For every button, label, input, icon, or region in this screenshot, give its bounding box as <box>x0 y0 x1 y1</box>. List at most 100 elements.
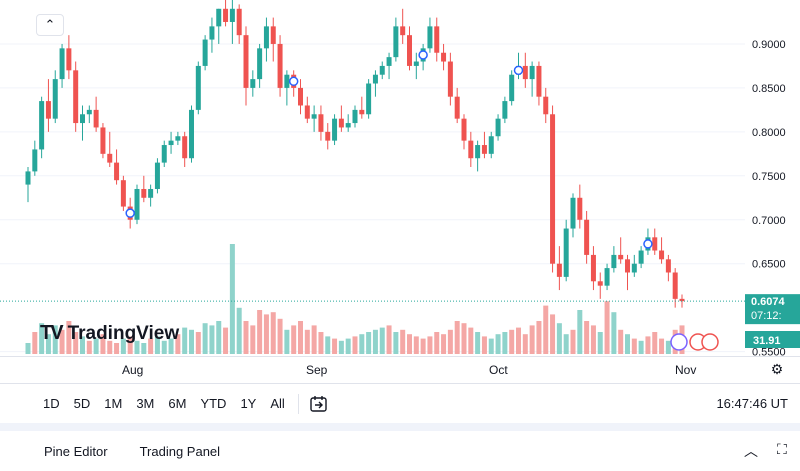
maximize-icon[interactable]: ⛶ <box>777 441 787 457</box>
volume-bar <box>32 332 38 354</box>
candle-body <box>563 228 569 277</box>
candle-body <box>359 109 365 115</box>
candle-body <box>114 162 120 181</box>
range-3m[interactable]: 3M <box>136 396 155 411</box>
clock-readout[interactable]: 16:47:46 UT <box>716 396 788 411</box>
volume-bar <box>175 334 181 354</box>
volume-bar <box>304 329 310 354</box>
volume-bar <box>447 329 453 354</box>
volume-bar <box>168 338 174 354</box>
price-chart[interactable]: 0.9000 0.8500 0.8000 0.7500 0.7000 0.6500 0.55… <box>0 0 800 356</box>
time-axis[interactable]: Aug Sep Oct Nov ⚙ <box>0 356 800 382</box>
tab-trading-panel[interactable]: Trading Panel <box>139 443 221 459</box>
chevron-up-icon[interactable]: ︿ <box>744 443 758 459</box>
volume-bar <box>161 340 167 354</box>
candle-body <box>263 26 269 49</box>
y-tick-label: 0.8000 <box>752 127 786 139</box>
candle-body <box>556 263 562 277</box>
volume-bar <box>590 325 596 354</box>
volume-bar <box>509 329 515 354</box>
candle-body <box>345 123 351 128</box>
volume-bar <box>577 310 583 354</box>
volume-bar <box>372 329 378 354</box>
volume-bar <box>495 334 501 354</box>
settings-icon[interactable]: ⚙ <box>770 361 784 377</box>
candle-body <box>536 65 542 97</box>
volume-bar <box>52 325 58 354</box>
candle-body <box>386 57 392 66</box>
volume-bar <box>202 323 208 354</box>
volume-bar <box>502 332 508 354</box>
volume-bar <box>189 329 194 354</box>
volume-bar <box>107 340 113 354</box>
candle-body <box>481 145 487 154</box>
range-6m[interactable]: 6M <box>168 396 187 411</box>
volume-bar <box>611 312 617 354</box>
candle-body <box>665 259 671 273</box>
candle-body <box>590 254 596 282</box>
candle-body <box>175 136 181 141</box>
month-label-oct: Oct <box>489 363 508 377</box>
volume-bar <box>570 329 576 354</box>
candle-body <box>468 140 474 159</box>
logo-text: TradingView <box>67 322 180 344</box>
range-1y[interactable]: 1Y <box>240 396 257 411</box>
countdown-label: 07:12: <box>751 310 782 322</box>
volume-bar <box>625 334 630 354</box>
volume-bar <box>195 332 201 354</box>
volume-bar <box>182 327 188 354</box>
volume-bar <box>413 336 419 354</box>
candle-body <box>229 8 235 22</box>
range-ytd[interactable]: YTD <box>200 396 227 411</box>
volume-bar <box>127 336 133 354</box>
y-tick-label: 0.6500 <box>752 259 786 271</box>
candle-body <box>543 96 549 115</box>
candle-body <box>529 65 535 80</box>
dividend-marker <box>125 208 135 218</box>
y-tick-label: 0.5500 <box>752 347 786 356</box>
candle-body <box>182 136 188 159</box>
volume-bar <box>652 332 658 354</box>
candle-body <box>454 96 460 119</box>
volume-bar <box>366 332 372 354</box>
volume-bar <box>325 336 331 354</box>
range-all[interactable]: All <box>270 396 285 411</box>
candle-body <box>475 145 481 159</box>
candle-body <box>86 109 92 115</box>
candle-body <box>400 26 406 36</box>
volume-bar <box>536 321 542 354</box>
candle-body <box>59 48 65 80</box>
range-5d[interactable]: 5D <box>73 396 91 411</box>
panel-separator <box>0 423 800 431</box>
candle-body <box>434 26 440 53</box>
us-flag-icon <box>701 333 719 351</box>
volume-bar <box>93 338 99 354</box>
volume-bar <box>243 321 249 354</box>
candle-body <box>141 188 147 198</box>
candle-body <box>236 8 242 36</box>
volume-bar <box>86 340 92 354</box>
range-1m[interactable]: 1M <box>104 396 123 411</box>
candle-body <box>550 114 556 264</box>
candle-body <box>52 79 58 119</box>
volume-bar <box>291 325 297 354</box>
tradingview-logo: TV TradingView <box>40 322 179 345</box>
tv-logo-mark: TV <box>40 322 64 344</box>
candle-body <box>597 281 603 286</box>
y-tick-label: 0.7500 <box>752 171 786 183</box>
volume-bar <box>468 327 474 354</box>
calendar-goto-icon[interactable] <box>309 394 329 414</box>
candle-body <box>325 131 331 141</box>
volume-bar <box>352 336 358 354</box>
tab-pine-editor[interactable]: Pine Editor <box>44 443 108 459</box>
candle-body <box>284 74 290 88</box>
y-tick-label: 0.7000 <box>752 215 786 227</box>
collapse-button[interactable]: ⌃ <box>36 14 64 36</box>
range-1d[interactable]: 1D <box>43 396 60 411</box>
volume-bar <box>223 327 229 354</box>
volume-bar <box>631 338 637 354</box>
volume-bar <box>25 343 31 354</box>
volume-bar <box>400 329 406 354</box>
candle-body <box>32 149 38 172</box>
chart-area[interactable]: 0.9000 0.8500 0.8000 0.7500 0.7000 0.6500 0.55… <box>0 0 800 356</box>
